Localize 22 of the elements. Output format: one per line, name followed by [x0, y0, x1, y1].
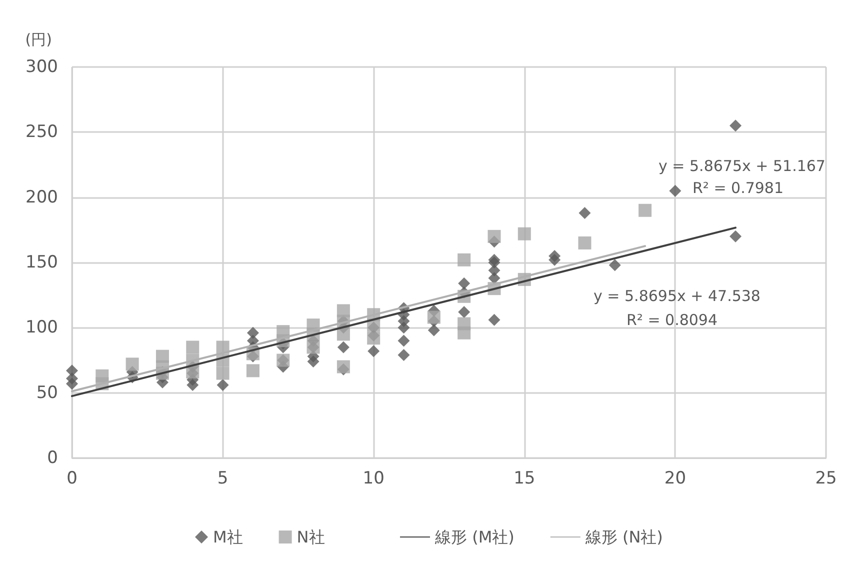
- legend-label: 線形 (N社): [584, 528, 663, 546]
- legend-label: N社: [296, 528, 325, 546]
- y-tick-label: 150: [26, 252, 58, 272]
- y-tick-label: 250: [26, 122, 58, 142]
- x-tick-label: 20: [664, 468, 686, 488]
- y-tick-label: 50: [36, 382, 58, 403]
- annotation: R² = 0.7981: [692, 179, 784, 197]
- y-tick-label: 0: [47, 448, 58, 468]
- legend-label: 線形 (M社): [434, 528, 514, 546]
- x-tick-label: 25: [815, 468, 837, 488]
- x-tick-label: 0: [66, 468, 78, 488]
- x-tick-label: 10: [362, 468, 384, 488]
- x-tick-label: 5: [217, 468, 228, 488]
- annotation: y = 5.8695x + 47.538: [594, 287, 760, 305]
- annotation: y = 5.8675x + 51.167: [658, 157, 826, 175]
- x-tick-label: 15: [514, 468, 536, 488]
- y-tick-label: 100: [26, 318, 58, 338]
- y-tick-label: 200: [26, 187, 58, 208]
- annotation: R² = 0.8094: [626, 311, 718, 329]
- legend-label: M社: [213, 528, 243, 546]
- y-axis-title: (円): [25, 30, 52, 48]
- y-tick-label: 300: [26, 57, 58, 77]
